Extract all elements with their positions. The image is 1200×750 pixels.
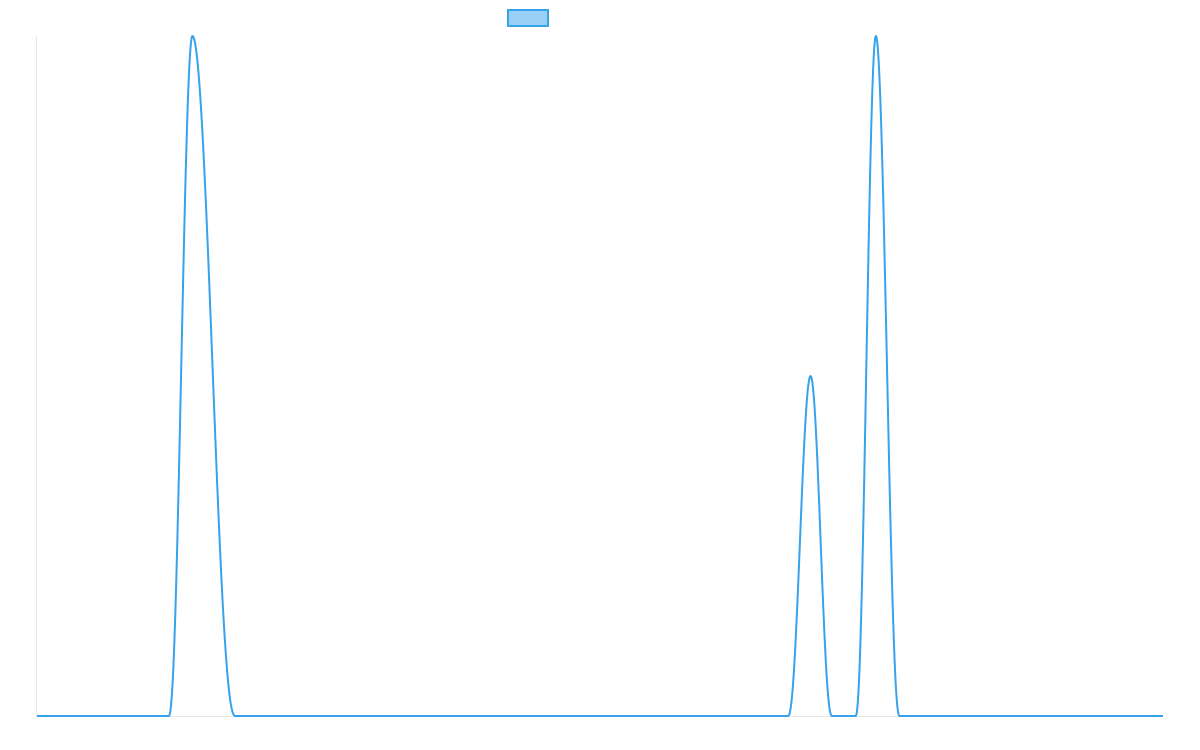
legend[interactable] <box>507 9 549 27</box>
series-line-1 <box>36 35 1164 717</box>
legend-swatch-series-1[interactable] <box>507 9 549 27</box>
